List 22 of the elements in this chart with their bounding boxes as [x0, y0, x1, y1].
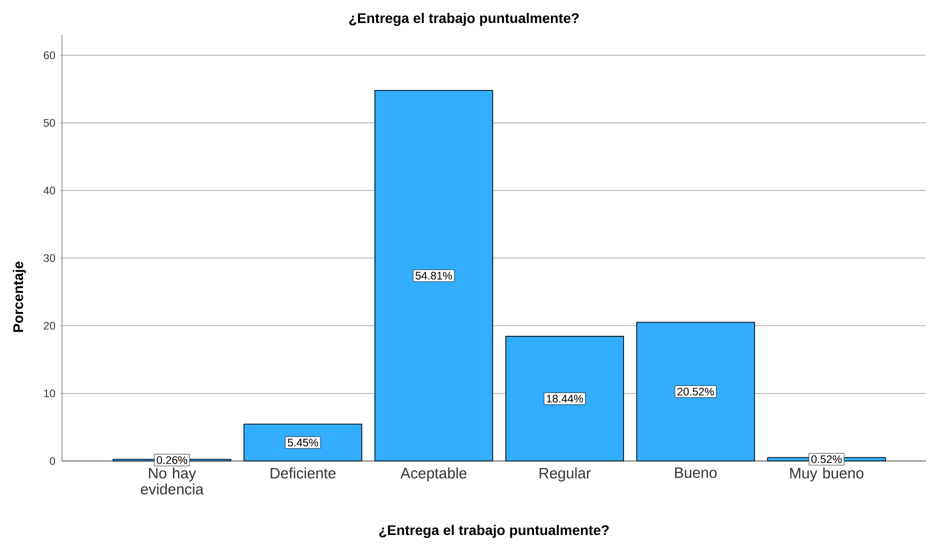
- data-label: 20.52%: [678, 388, 714, 396]
- y-tick-label: 20: [44, 322, 56, 330]
- x-tick-label: No hay evidencia: [140, 468, 204, 495]
- data-label: 5.45%: [288, 438, 318, 446]
- y-tick-label: 30: [44, 254, 56, 262]
- data-label: 54.81%: [416, 272, 452, 280]
- data-label: 18.44%: [546, 394, 583, 403]
- y-tick-label: 40: [44, 186, 56, 194]
- chart-title: ¿Entrega el trabajo puntualmente?: [349, 12, 579, 26]
- data-label: 0.52%: [811, 455, 842, 464]
- y-tick-label: 10: [44, 389, 56, 398]
- x-tick-label: Regular: [540, 468, 591, 482]
- y-tick-label: 50: [44, 118, 56, 127]
- x-tick-label: Deficiente: [270, 468, 336, 479]
- y-tick-label: 60: [44, 51, 56, 60]
- x-tick-label: Muy bueno: [790, 468, 864, 482]
- x-tick-label: Aceptable: [400, 468, 466, 482]
- y-tick-label: 0: [50, 457, 56, 465]
- x-tick-label: Bueno: [675, 468, 717, 478]
- y-axis-title: Porcentaje: [12, 262, 26, 332]
- data-label: 0.26%: [156, 456, 188, 464]
- x-axis-title: ¿Entrega el trabajo puntualmente?: [379, 524, 609, 538]
